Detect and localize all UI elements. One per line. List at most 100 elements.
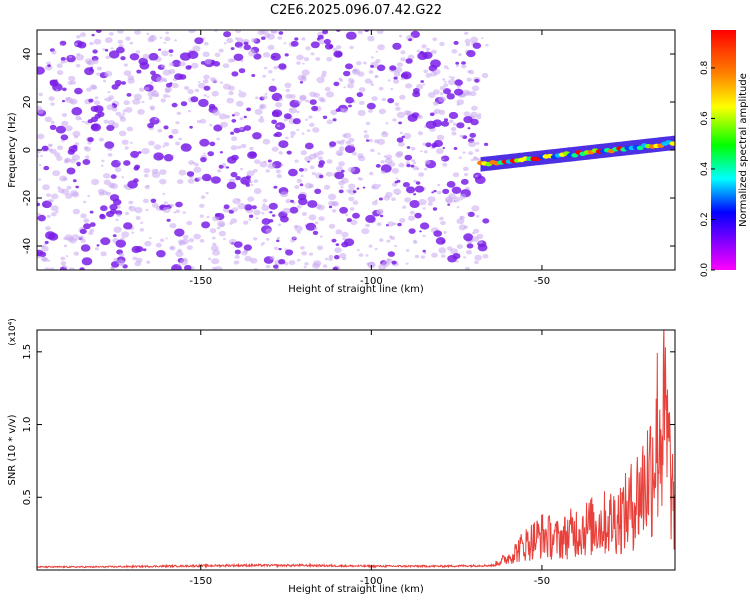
spectrogram-point xyxy=(308,214,317,221)
spectrogram-point xyxy=(106,124,115,131)
spectrogram-point xyxy=(117,39,124,45)
spectrogram-point xyxy=(422,83,426,86)
spectrogram-point xyxy=(474,260,479,265)
spectrogram-point xyxy=(100,164,104,167)
spectrogram-point xyxy=(333,50,343,58)
spectrogram-point xyxy=(200,195,206,200)
spectrogram-point xyxy=(357,155,366,162)
spectrogram-point xyxy=(406,34,414,42)
spectrogram-point xyxy=(406,146,411,149)
spectrogram-point xyxy=(171,128,179,135)
spectrogram-point xyxy=(146,32,150,35)
spectrogram-point xyxy=(37,212,41,216)
spectrogram-point xyxy=(465,42,471,47)
spectrogram-point xyxy=(298,168,304,172)
spectrogram-point xyxy=(464,266,470,270)
spectrogram-point xyxy=(446,93,455,100)
spectrogram-point xyxy=(318,156,324,161)
spectrogram-point xyxy=(171,59,182,67)
spectrogram-point xyxy=(405,161,410,165)
spectrogram-point xyxy=(326,119,333,125)
spectrogram-point xyxy=(248,50,256,57)
signal-point xyxy=(571,153,579,158)
y-tick-label: 1.0 xyxy=(22,417,33,433)
spectrogram-point xyxy=(212,215,220,222)
spectrogram-point xyxy=(159,238,165,242)
spectrogram-point xyxy=(277,223,281,226)
spectrogram-point xyxy=(248,214,254,218)
spectrogram-point xyxy=(322,115,328,120)
spectrogram-point xyxy=(112,234,117,238)
spectrogram-point xyxy=(464,31,469,35)
spectrogram-point xyxy=(188,30,196,34)
spectrogram-point xyxy=(251,74,256,77)
spectrogram-point xyxy=(334,247,342,254)
spectrogram-point xyxy=(243,115,247,119)
spectrogram-point xyxy=(436,190,442,195)
spectrogram-point xyxy=(292,118,301,125)
y-tick-label: 20 xyxy=(22,96,33,109)
spectrogram-point xyxy=(357,109,366,117)
y-tick-label: 0 xyxy=(22,147,33,153)
spectrogram-point xyxy=(319,235,323,238)
spectrogram-point xyxy=(132,98,141,105)
spectrogram-point xyxy=(450,76,455,80)
spectrogram-point xyxy=(80,213,87,219)
spectrogram-point xyxy=(94,96,99,100)
spectrogram-point xyxy=(130,150,140,158)
spectrogram-point xyxy=(150,107,155,111)
spectrogram-point xyxy=(186,245,193,251)
spectrogram-point xyxy=(463,225,468,229)
spectrogram-point xyxy=(238,46,243,49)
spectrogram-point xyxy=(283,42,287,45)
spectrogram-point xyxy=(387,221,395,227)
spectrogram-point xyxy=(328,205,333,209)
spectrogram-point xyxy=(115,218,119,222)
spectrogram-point xyxy=(226,181,237,190)
spectrogram-point xyxy=(66,167,76,175)
spectrogram-point xyxy=(301,212,307,216)
spectrogram-point xyxy=(107,120,115,126)
spectrogram-point xyxy=(264,92,268,95)
spectrogram-point xyxy=(455,61,460,65)
spectrogram-point xyxy=(234,254,240,259)
spectrogram-point xyxy=(356,61,362,66)
spectrogram-point xyxy=(116,213,122,217)
spectrogram-point xyxy=(55,125,66,134)
spectrogram-point xyxy=(405,58,413,64)
spectrogram-point xyxy=(292,236,297,240)
spectrogram-point xyxy=(451,49,458,54)
spectrogram-point xyxy=(130,141,133,144)
spectrogram-point xyxy=(212,242,217,246)
spectrogram-point xyxy=(271,146,279,152)
spectrogram-point xyxy=(254,108,263,115)
spectrogram-point xyxy=(338,77,343,81)
spectrogram-point xyxy=(402,182,410,188)
spectrogram-point xyxy=(470,111,479,118)
spectrogram-point xyxy=(267,163,276,169)
spectrogram-point xyxy=(349,45,354,50)
spectrogram-point xyxy=(65,193,73,199)
spectrogram-point xyxy=(309,122,315,127)
spectrogram-point xyxy=(187,110,191,113)
spectrogram-point xyxy=(318,160,325,166)
spectrogram-point xyxy=(199,118,207,124)
spectrogram-point xyxy=(401,135,405,139)
spectrogram-point xyxy=(142,53,150,60)
spectrogram-point xyxy=(366,262,370,265)
spectrogram-point xyxy=(474,78,480,83)
spectrogram-point xyxy=(425,120,437,129)
spectrogram-point xyxy=(243,125,252,131)
spectrogram-point xyxy=(90,66,93,69)
spectrogram-point xyxy=(123,160,131,166)
spectrogram-point xyxy=(64,158,70,162)
spectrogram-point xyxy=(91,33,95,37)
spectrogram-point xyxy=(384,157,393,164)
spectrogram-point xyxy=(456,99,465,105)
spectrogram-point xyxy=(467,127,471,130)
spectrogram-point xyxy=(269,255,275,260)
spectrogram-point xyxy=(66,185,72,190)
spectrogram-point xyxy=(94,113,101,119)
spectrogram-point xyxy=(120,262,125,267)
spectrogram-point xyxy=(231,71,239,77)
